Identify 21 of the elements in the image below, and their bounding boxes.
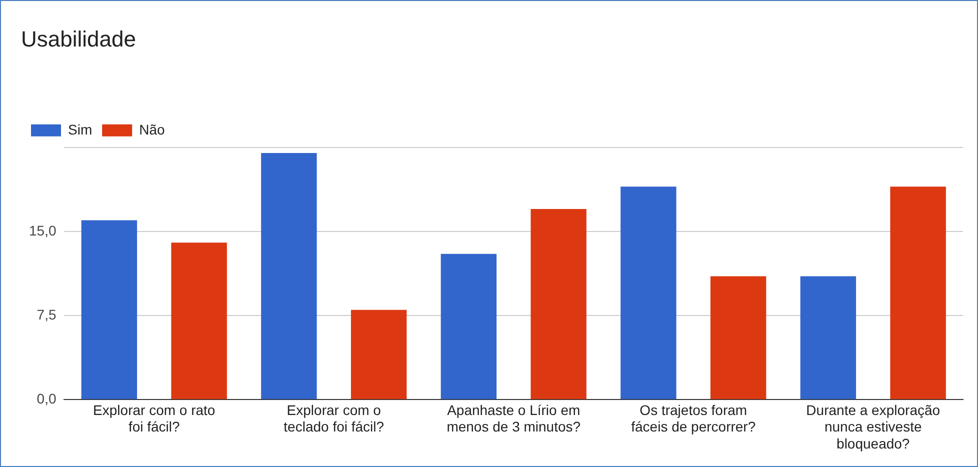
x-tick-label: Durante a exploração nunca estiveste bloqueado?: [806, 402, 940, 452]
chart-title: Usabilidade: [21, 26, 136, 52]
bar: [710, 276, 766, 400]
x-tick-label: Os trajetos foram fáceis de percorrer?: [631, 402, 756, 435]
bar: [800, 276, 856, 400]
legend-label: Sim: [68, 121, 92, 138]
y-tick-label: 0,0: [36, 390, 56, 406]
legend-label: Não: [139, 121, 166, 138]
bar: [261, 153, 317, 400]
y-tick-label: 7,5: [36, 306, 56, 322]
bar: [81, 220, 138, 400]
bar: [440, 254, 497, 400]
y-tick-label: 15,0: [29, 222, 56, 238]
bar: [350, 310, 407, 400]
bar: [171, 242, 227, 400]
x-tick-label: Explorar com o teclado foi fácil?: [284, 402, 384, 435]
x-tick-label: Explorar com o rato foi fácil?: [93, 402, 216, 435]
x-tick-label: Apanhaste o Lírio em menos de 3 minutos?: [446, 402, 581, 435]
bar: [890, 186, 946, 400]
bar: [620, 186, 676, 400]
bar: [530, 209, 586, 400]
